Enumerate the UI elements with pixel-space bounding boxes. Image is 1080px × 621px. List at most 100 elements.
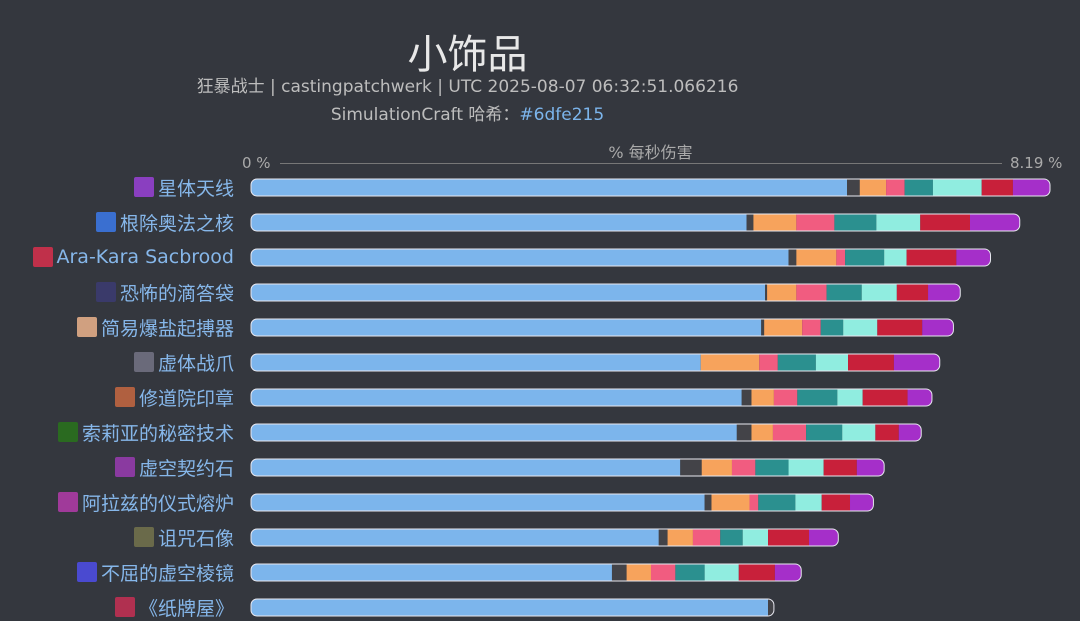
bar-segment[interactable] [675, 564, 705, 581]
category-label[interactable]: 恐怖的滴答袋 [95, 280, 234, 305]
bar-segment[interactable] [847, 179, 860, 196]
bar-segment[interactable] [742, 529, 769, 546]
bar-segment[interactable] [753, 214, 797, 231]
bar-segment[interactable] [611, 564, 627, 581]
category-label[interactable]: 修道院印章 [114, 385, 234, 410]
bar-segment[interactable] [758, 494, 796, 511]
hash-link[interactable]: #6dfe215 [519, 105, 605, 125]
bar-row[interactable] [250, 283, 961, 302]
bar-segment[interactable] [251, 319, 762, 336]
bar-segment[interactable] [251, 389, 742, 406]
bar-row[interactable] [250, 178, 1051, 197]
bar-segment[interactable] [1012, 179, 1050, 196]
bar-row[interactable] [250, 528, 839, 547]
bar-segment[interactable] [898, 424, 922, 441]
bar-row[interactable] [250, 563, 802, 582]
category-label[interactable]: 索莉亚的秘密技术 [57, 420, 234, 445]
bar-segment[interactable] [251, 214, 747, 231]
bar-segment[interactable] [856, 459, 885, 476]
bar-segment[interactable] [761, 319, 765, 336]
bar-segment[interactable] [251, 354, 701, 371]
bar-segment[interactable] [764, 319, 803, 336]
bar-row[interactable] [250, 423, 922, 442]
bar-segment[interactable] [251, 284, 766, 301]
bar-segment[interactable] [751, 389, 774, 406]
bar-row[interactable] [250, 458, 885, 477]
bar-segment[interactable] [928, 284, 961, 301]
bar-segment[interactable] [970, 214, 1020, 231]
bar-segment[interactable] [767, 284, 797, 301]
bar-segment[interactable] [746, 214, 754, 231]
bar-segment[interactable] [749, 494, 759, 511]
bar-segment[interactable] [809, 529, 839, 546]
bar-segment[interactable] [658, 529, 668, 546]
bar-segment[interactable] [251, 179, 848, 196]
bar-segment[interactable] [251, 564, 612, 581]
bar-segment[interactable] [251, 424, 737, 441]
bar-segment[interactable] [701, 459, 732, 476]
bar-segment[interactable] [886, 179, 905, 196]
bar-segment[interactable] [862, 389, 908, 406]
bar-segment[interactable] [796, 249, 837, 266]
bar-segment[interactable] [765, 284, 768, 301]
bar-segment[interactable] [755, 459, 789, 476]
bar-segment[interactable] [884, 249, 907, 266]
bar-segment[interactable] [773, 389, 798, 406]
bar-segment[interactable] [861, 284, 897, 301]
bar-segment[interactable] [836, 249, 846, 266]
bar-segment[interactable] [251, 459, 681, 476]
bar-segment[interactable] [768, 529, 810, 546]
bar-segment[interactable] [788, 459, 824, 476]
bar-segment[interactable] [850, 494, 874, 511]
category-label[interactable]: 简易爆盐起搏器 [76, 315, 234, 340]
bar-row[interactable] [250, 353, 941, 372]
bar-segment[interactable] [751, 424, 773, 441]
bar-segment[interactable] [759, 354, 778, 371]
bar-segment[interactable] [842, 424, 876, 441]
category-label[interactable]: 根除奥法之核 [95, 210, 234, 235]
category-label[interactable]: 《纸牌屋》 [114, 595, 234, 620]
bar-segment[interactable] [907, 389, 932, 406]
category-label[interactable]: 不屈的虚空棱镜 [76, 560, 234, 585]
bar-segment[interactable] [821, 494, 851, 511]
bar-segment[interactable] [981, 179, 1013, 196]
bar-segment[interactable] [893, 354, 940, 371]
bar-segment[interactable] [741, 389, 752, 406]
bar-segment[interactable] [848, 354, 894, 371]
bar-segment[interactable] [680, 459, 702, 476]
bar-segment[interactable] [667, 529, 693, 546]
bar-segment[interactable] [796, 214, 835, 231]
bar-segment[interactable] [774, 564, 802, 581]
bar-segment[interactable] [797, 389, 838, 406]
bar-segment[interactable] [251, 249, 789, 266]
bar-segment[interactable] [704, 494, 712, 511]
category-label[interactable]: 虚空契约石 [114, 455, 234, 480]
bar-row[interactable] [250, 213, 1021, 232]
bar-segment[interactable] [877, 319, 923, 336]
bar-segment[interactable] [820, 319, 844, 336]
bar-segment[interactable] [802, 319, 821, 336]
bar-segment[interactable] [906, 249, 957, 266]
bar-segment[interactable] [692, 529, 721, 546]
bar-segment[interactable] [896, 284, 929, 301]
bar-segment[interactable] [956, 249, 991, 266]
bar-segment[interactable] [834, 214, 877, 231]
bar-segment[interactable] [626, 564, 651, 581]
bar-segment[interactable] [876, 214, 921, 231]
bar-segment[interactable] [875, 424, 899, 441]
category-label[interactable]: 诅咒石像 [133, 525, 234, 550]
bar-row[interactable] [250, 388, 933, 407]
bar-segment[interactable] [731, 459, 756, 476]
bar-row[interactable] [250, 248, 991, 267]
bar-segment[interactable] [650, 564, 676, 581]
bar-row[interactable] [250, 493, 874, 512]
bar-segment[interactable] [837, 389, 863, 406]
bar-segment[interactable] [704, 564, 739, 581]
bar-segment[interactable] [859, 179, 887, 196]
bar-segment[interactable] [736, 424, 752, 441]
bar-segment[interactable] [251, 529, 659, 546]
category-label[interactable]: Ara-Kara Sacbrood [32, 245, 234, 269]
bar-segment[interactable] [738, 564, 775, 581]
bar-segment[interactable] [843, 319, 878, 336]
bar-segment[interactable] [711, 494, 750, 511]
